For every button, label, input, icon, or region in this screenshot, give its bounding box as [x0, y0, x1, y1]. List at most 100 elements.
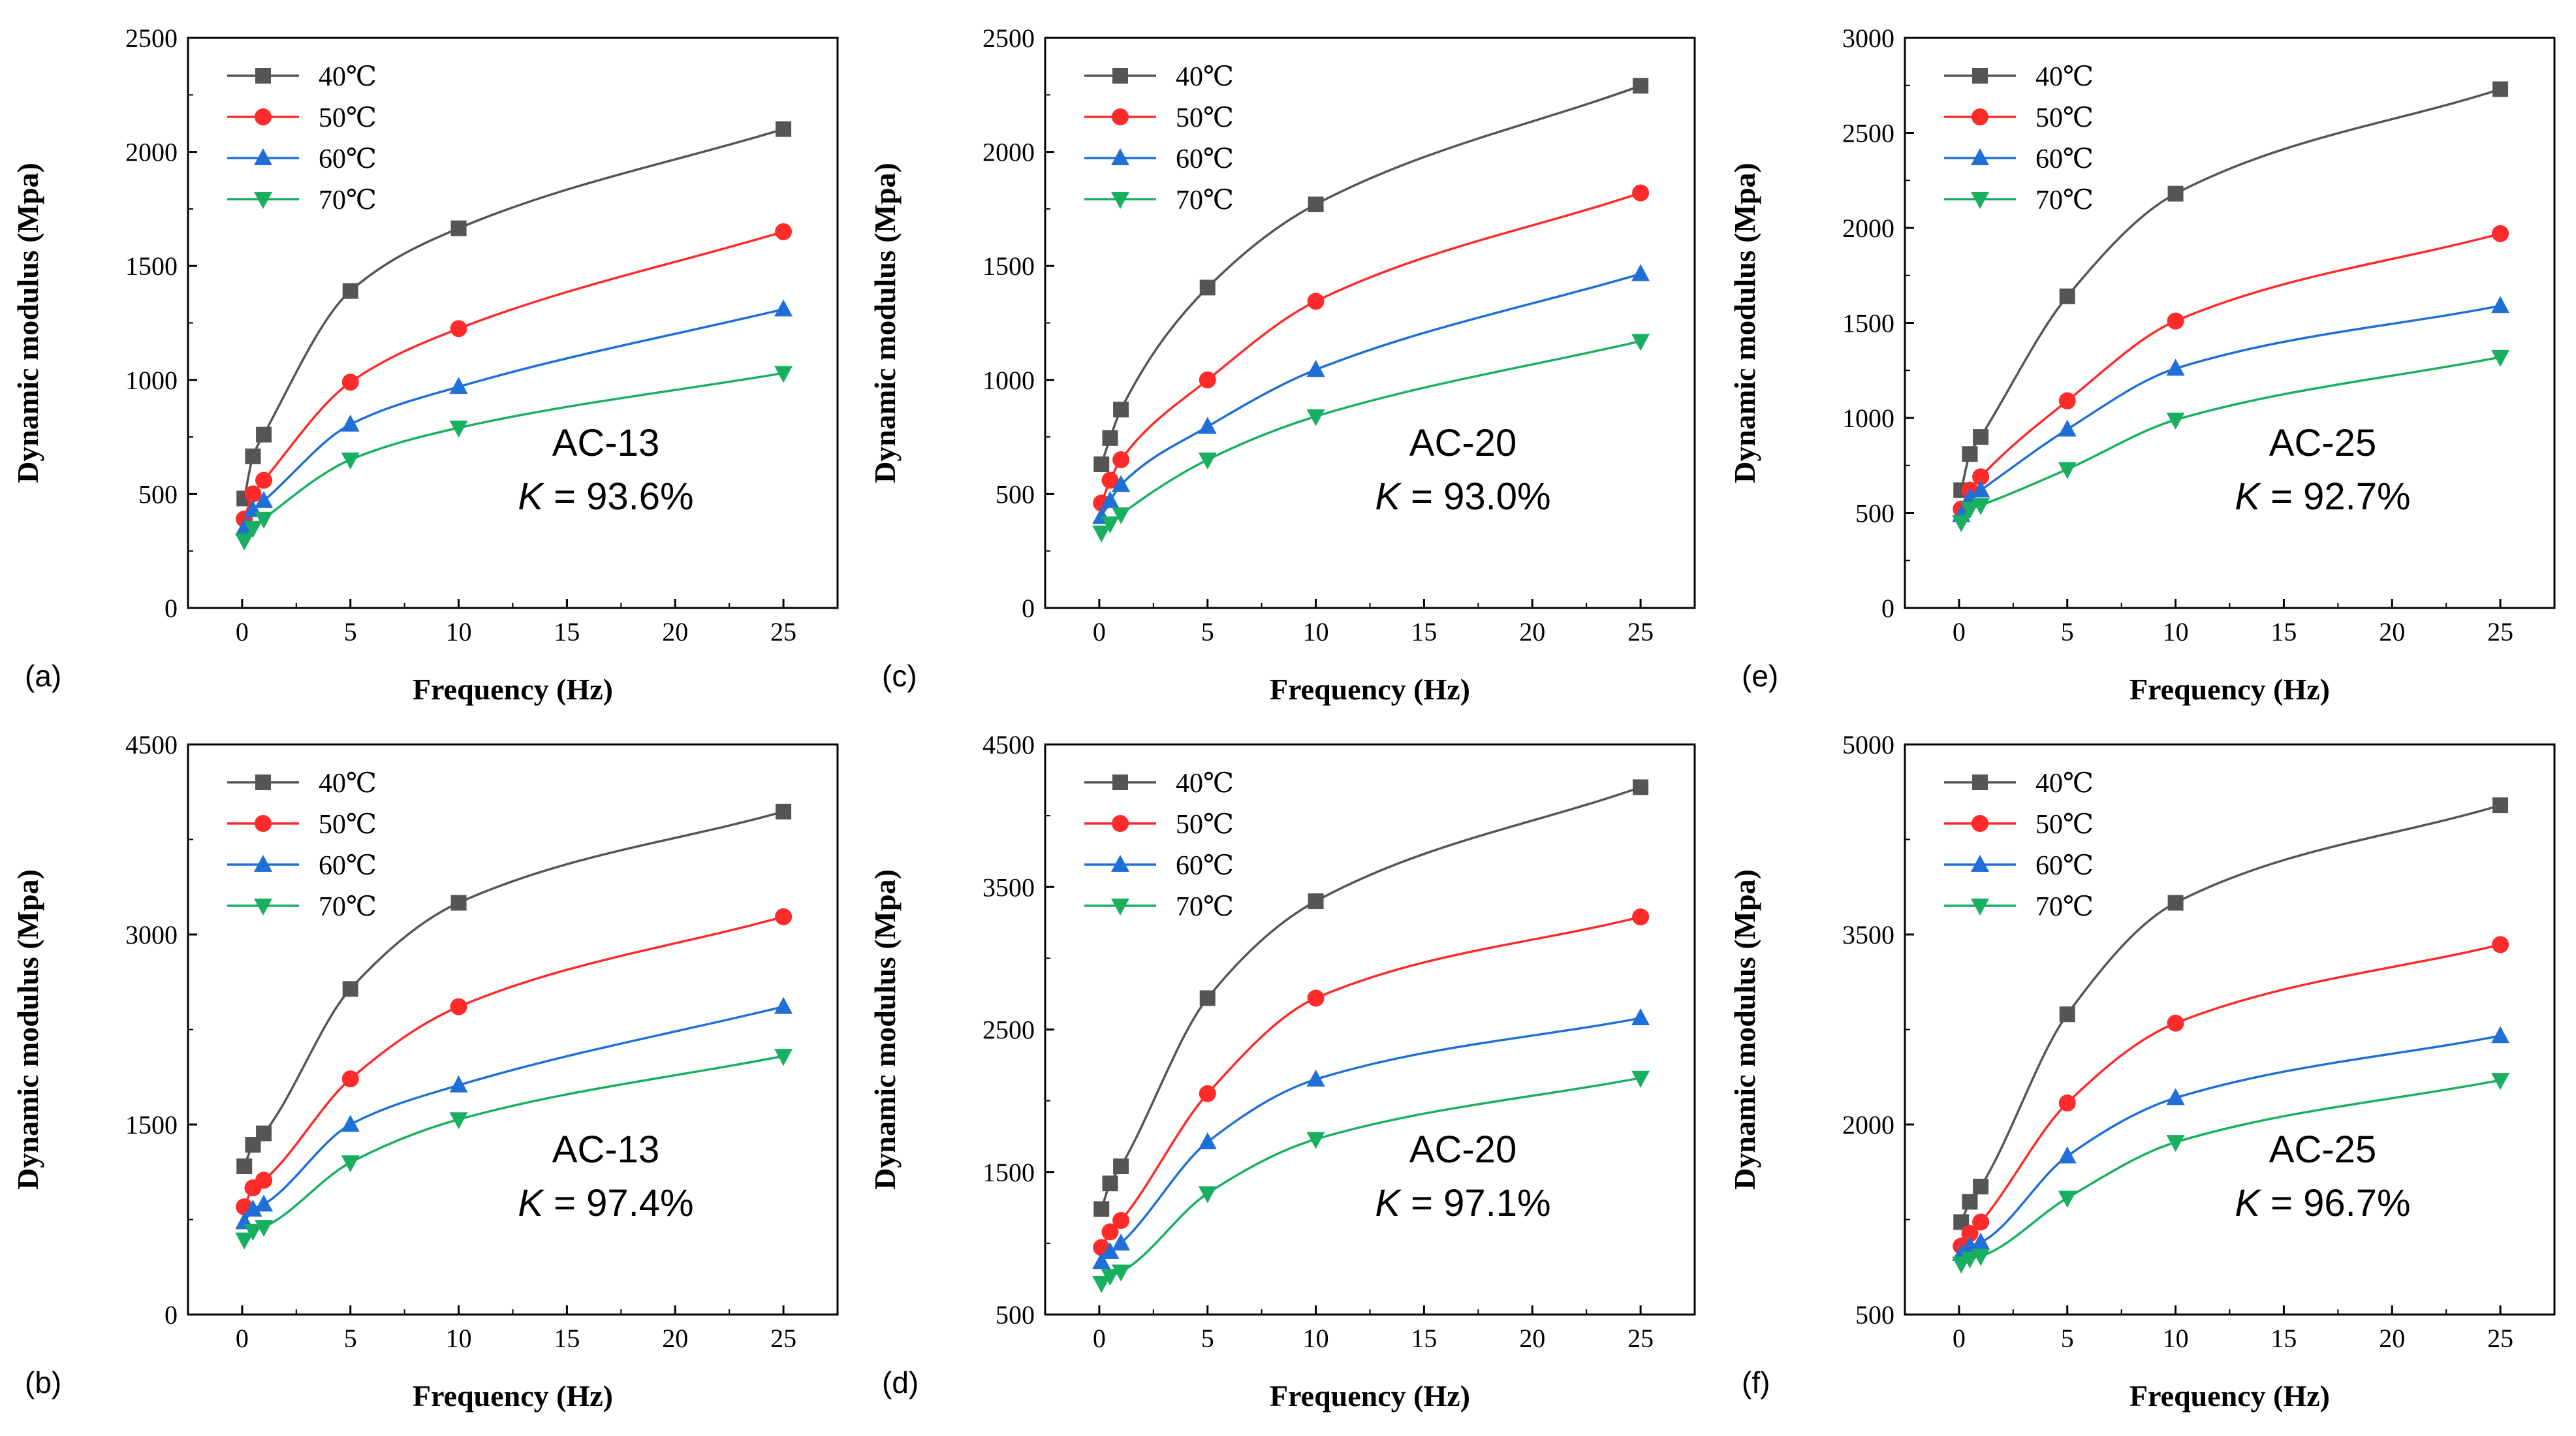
y-tick-label: 500 [1855, 1300, 1894, 1330]
data-point [774, 997, 793, 1014]
data-point [1101, 1269, 1120, 1286]
data-point [1973, 429, 1989, 445]
series-1 [1093, 908, 1650, 1256]
data-point [2491, 1073, 2510, 1091]
x-tick-label: 0 [236, 1324, 249, 1353]
legend-label: 40℃ [1176, 62, 1234, 92]
annotation: AC-13 K = 93.6% [518, 422, 693, 518]
y-tick-label: 3000 [125, 920, 178, 949]
data-point [1092, 525, 1111, 543]
data-point [341, 414, 360, 432]
series-2 [1092, 264, 1650, 524]
series-1 [236, 908, 793, 1216]
y-tick-label: 2500 [982, 24, 1035, 53]
data-point [1306, 1069, 1325, 1087]
legend-marker [254, 148, 272, 165]
data-point [255, 1172, 273, 1189]
x-tick-label: 0 [1953, 617, 1966, 646]
legend-marker [1971, 192, 1989, 209]
panel-label: (b) [25, 1365, 61, 1399]
data-point [1306, 360, 1325, 377]
series-line [1960, 304, 2501, 516]
x-axis-title: Frequency (Hz) [2129, 1379, 2330, 1412]
x-axis-title: Frequency (Hz) [1270, 1379, 1470, 1412]
annotation: AC-20 K = 93.0% [1375, 422, 1550, 518]
legend-marker [1971, 108, 1988, 125]
series-line [243, 231, 784, 520]
series-line [1960, 943, 2501, 1247]
data-point [342, 283, 358, 299]
data-point [1102, 1175, 1118, 1192]
data-point [341, 453, 360, 470]
data-point [449, 1075, 468, 1093]
x-tick-label: 5 [1201, 1324, 1214, 1353]
y-axis-title: Dynamic modulus (Mpa) [868, 869, 902, 1190]
data-point [244, 485, 262, 503]
plot-frame [187, 743, 839, 1316]
legend: 40℃ 50℃ 60℃ 70℃ [227, 62, 377, 215]
series-2 [1092, 1008, 1650, 1269]
data-point [256, 426, 272, 443]
x-axis-title: Frequency (Hz) [413, 1379, 613, 1412]
y-axis-title: Dynamic modulus (Mpa) [1728, 869, 1761, 1190]
data-point [1971, 480, 1990, 498]
y-tick-label: 500 [138, 479, 178, 509]
data-point [2059, 1006, 2075, 1023]
y-tick-label: 1000 [982, 366, 1035, 395]
series-line [1960, 356, 2501, 524]
data-point [1971, 1232, 1990, 1250]
annotation: AC-25 K = 96.7% [2235, 1128, 2410, 1224]
legend-marker [255, 108, 272, 125]
data-point [2058, 1190, 2077, 1208]
legend: 40℃ 50℃ 60℃ 70℃ [1084, 62, 1234, 215]
data-point [776, 803, 792, 820]
data-point [2167, 1014, 2184, 1032]
series-line [243, 1055, 784, 1241]
legend-label: 60℃ [319, 144, 377, 174]
data-point [1101, 1241, 1120, 1259]
x-tick-label: 25 [1627, 617, 1654, 646]
data-point [1101, 471, 1119, 489]
data-point [2492, 225, 2509, 242]
data-point [1972, 468, 1990, 486]
legend-marker [255, 68, 271, 84]
legend-marker [1112, 774, 1128, 790]
data-point [449, 1112, 468, 1130]
data-point [2166, 359, 2185, 376]
legend: 40℃ 50℃ 60℃ 70℃ [1944, 769, 2094, 922]
x-tick-label: 5 [2061, 1324, 2074, 1353]
data-point [1101, 490, 1120, 508]
data-point [1101, 516, 1120, 534]
legend-marker [1972, 68, 1988, 84]
x-tick-label: 15 [2270, 617, 2297, 646]
series-3 [235, 1049, 793, 1250]
legend-marker [1111, 192, 1129, 209]
data-point [1112, 1264, 1131, 1282]
x-tick-label: 0 [236, 617, 249, 646]
annotation-k: K = 96.7% [2235, 1182, 2410, 1224]
legend-label: 60℃ [2035, 851, 2094, 881]
x-tick-label: 0 [1953, 1324, 1966, 1353]
series-line [243, 1005, 784, 1223]
y-tick-label: 1500 [1842, 309, 1894, 338]
legend-marker [254, 192, 272, 209]
legend-label: 40℃ [2035, 769, 2094, 799]
data-point [1632, 908, 1650, 926]
legend-marker [254, 855, 272, 872]
x-tick-label: 15 [1411, 617, 1437, 646]
data-point [1112, 1211, 1130, 1229]
x-tick-label: 20 [2379, 1324, 2405, 1353]
y-tick-label: 1500 [982, 251, 1035, 281]
data-point [1973, 1179, 1989, 1195]
data-point [1960, 502, 1979, 519]
series-line [1960, 1079, 2501, 1265]
legend-label: 70℃ [319, 185, 377, 215]
annotation: AC-20 K = 97.1% [1375, 1128, 1550, 1224]
data-point [255, 511, 274, 529]
series-3 [235, 366, 793, 550]
data-point [1631, 264, 1650, 281]
legend-label: 70℃ [1176, 185, 1234, 215]
data-point [1631, 334, 1650, 351]
data-point [1199, 1085, 1216, 1102]
series-1 [236, 223, 793, 528]
